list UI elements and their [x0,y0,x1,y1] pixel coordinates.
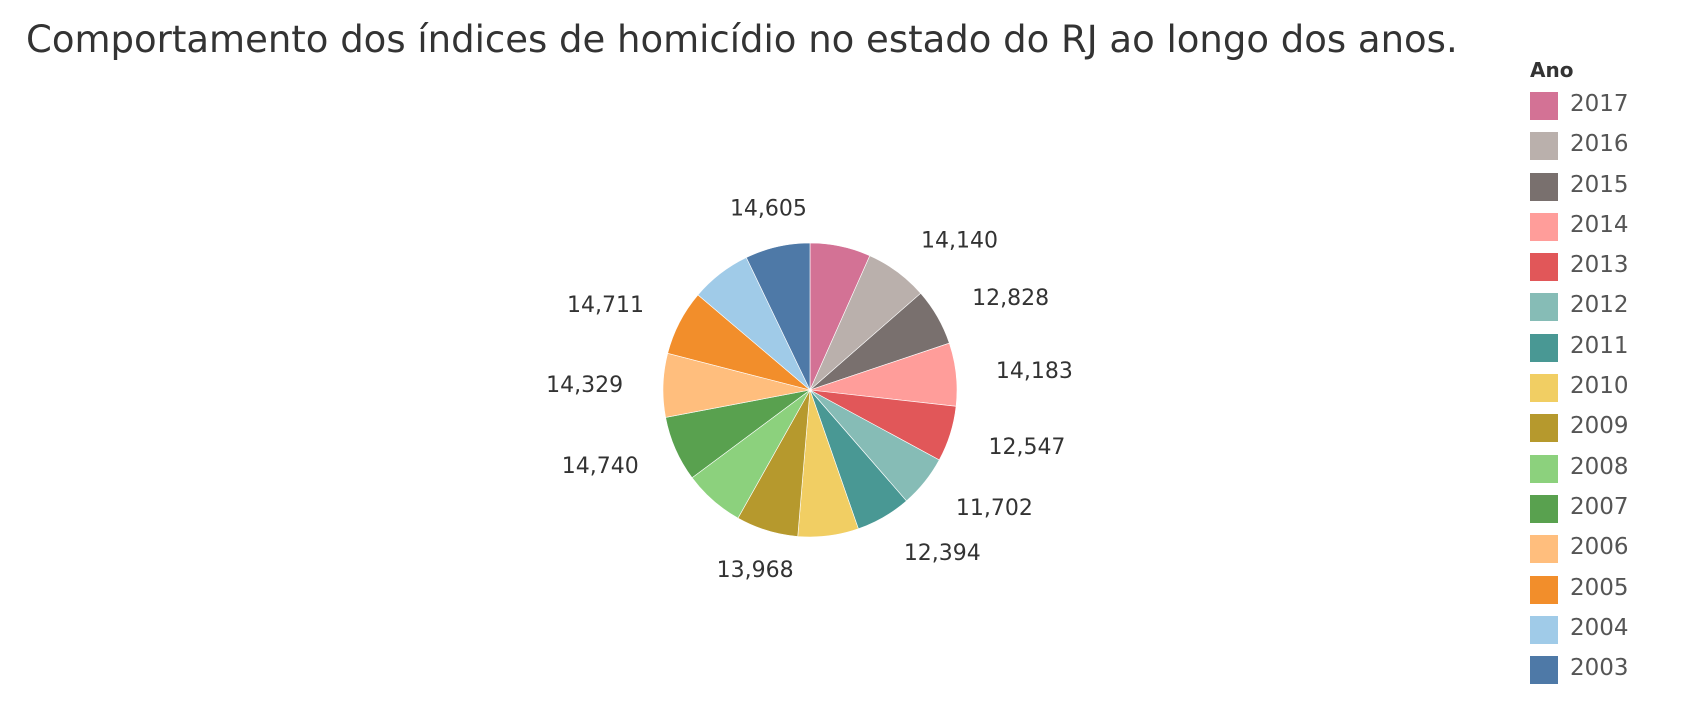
legend-swatch-2006 [1530,535,1558,564]
legend-swatch-2010 [1530,374,1558,403]
legend-item-2003[interactable]: 2003 [1530,652,1680,692]
legend-label-2015: 2015 [1570,171,1629,198]
legend: Ano 2017 2016 2015 2014 2013 2012 2011 2010 2009… [1530,58,1680,692]
legend-swatch-2016 [1530,132,1558,161]
legend-swatch-2012 [1530,293,1558,322]
legend-swatch-2017 [1530,92,1558,120]
slice-label-2011: 12,394 [904,541,981,566]
legend-item-2011[interactable]: 2011 [1530,330,1680,370]
legend-item-2009[interactable]: 2009 [1530,410,1680,450]
legend-item-2012[interactable]: 2012 [1530,289,1680,329]
legend-swatch-2005 [1530,575,1558,604]
legend-label-2005: 2005 [1570,574,1629,601]
legend-item-2005[interactable]: 2005 [1530,572,1680,612]
slice-label-2005: 14,711 [567,293,644,318]
legend-swatch-2014 [1530,212,1558,241]
chart-title: Comportamento dos índices de homicídio n… [26,18,1458,61]
legend-swatch-2011 [1530,333,1558,362]
legend-label-2014: 2014 [1570,211,1629,238]
slice-label-2013: 12,547 [988,435,1065,460]
pie-slice-2003[interactable] [745,242,811,391]
legend-item-2007[interactable]: 2007 [1530,491,1680,531]
slice-label-2006: 14,329 [546,373,623,398]
legend-item-2010[interactable]: 2010 [1530,370,1680,410]
pie-slices [662,242,958,538]
slice-label-2007: 14,740 [562,454,639,479]
legend-item-2008[interactable]: 2008 [1530,451,1680,491]
legend-swatch-2013 [1530,253,1558,282]
slice-label-2012: 11,702 [956,496,1033,521]
legend-label-2013: 2013 [1570,252,1629,279]
legend-swatch-2015 [1530,172,1558,201]
legend-swatch-2004 [1530,615,1558,644]
legend-label-2009: 2009 [1570,413,1629,440]
legend-label-2004: 2004 [1570,614,1629,641]
slice-label-2014: 14,183 [996,359,1073,384]
legend-label-2012: 2012 [1570,292,1629,319]
legend-item-2014[interactable]: 2014 [1530,209,1680,249]
pie-labels: 14,140 12,828 14,183 12,547 11,702 12,394 13,9… [546,197,1073,583]
legend-swatch-2009 [1530,414,1558,443]
legend-label-2008: 2008 [1570,453,1629,480]
legend-items: 2017 2016 2015 2014 2013 2012 2011 2010 2009 2008… [1530,88,1680,692]
legend-item-2013[interactable]: 2013 [1530,249,1680,289]
legend-swatch-2003 [1530,656,1558,685]
legend-label-2016: 2016 [1570,131,1629,158]
legend-title: Ano [1530,58,1574,82]
legend-label-2011: 2011 [1570,332,1629,359]
legend-item-2015[interactable]: 2015 [1530,169,1680,209]
legend-label-2003: 2003 [1570,655,1629,682]
legend-label-2007: 2007 [1570,493,1629,520]
legend-item-2016[interactable]: 2016 [1530,128,1680,168]
slice-label-2003: 14,605 [730,197,807,222]
legend-label-2010: 2010 [1570,373,1629,400]
slice-label-2016: 14,140 [921,229,998,254]
slice-label-2015: 12,828 [972,286,1049,311]
legend-label-2017: 2017 [1570,91,1629,117]
legend-label-2006: 2006 [1570,534,1629,561]
legend-swatch-2008 [1530,454,1558,483]
slice-label-2009: 13,968 [717,558,794,583]
legend-item-2004[interactable]: 2004 [1530,612,1680,652]
legend-item-2006[interactable]: 2006 [1530,531,1680,571]
legend-item-2017[interactable]: 2017 [1530,88,1680,128]
legend-swatch-2007 [1530,494,1558,523]
